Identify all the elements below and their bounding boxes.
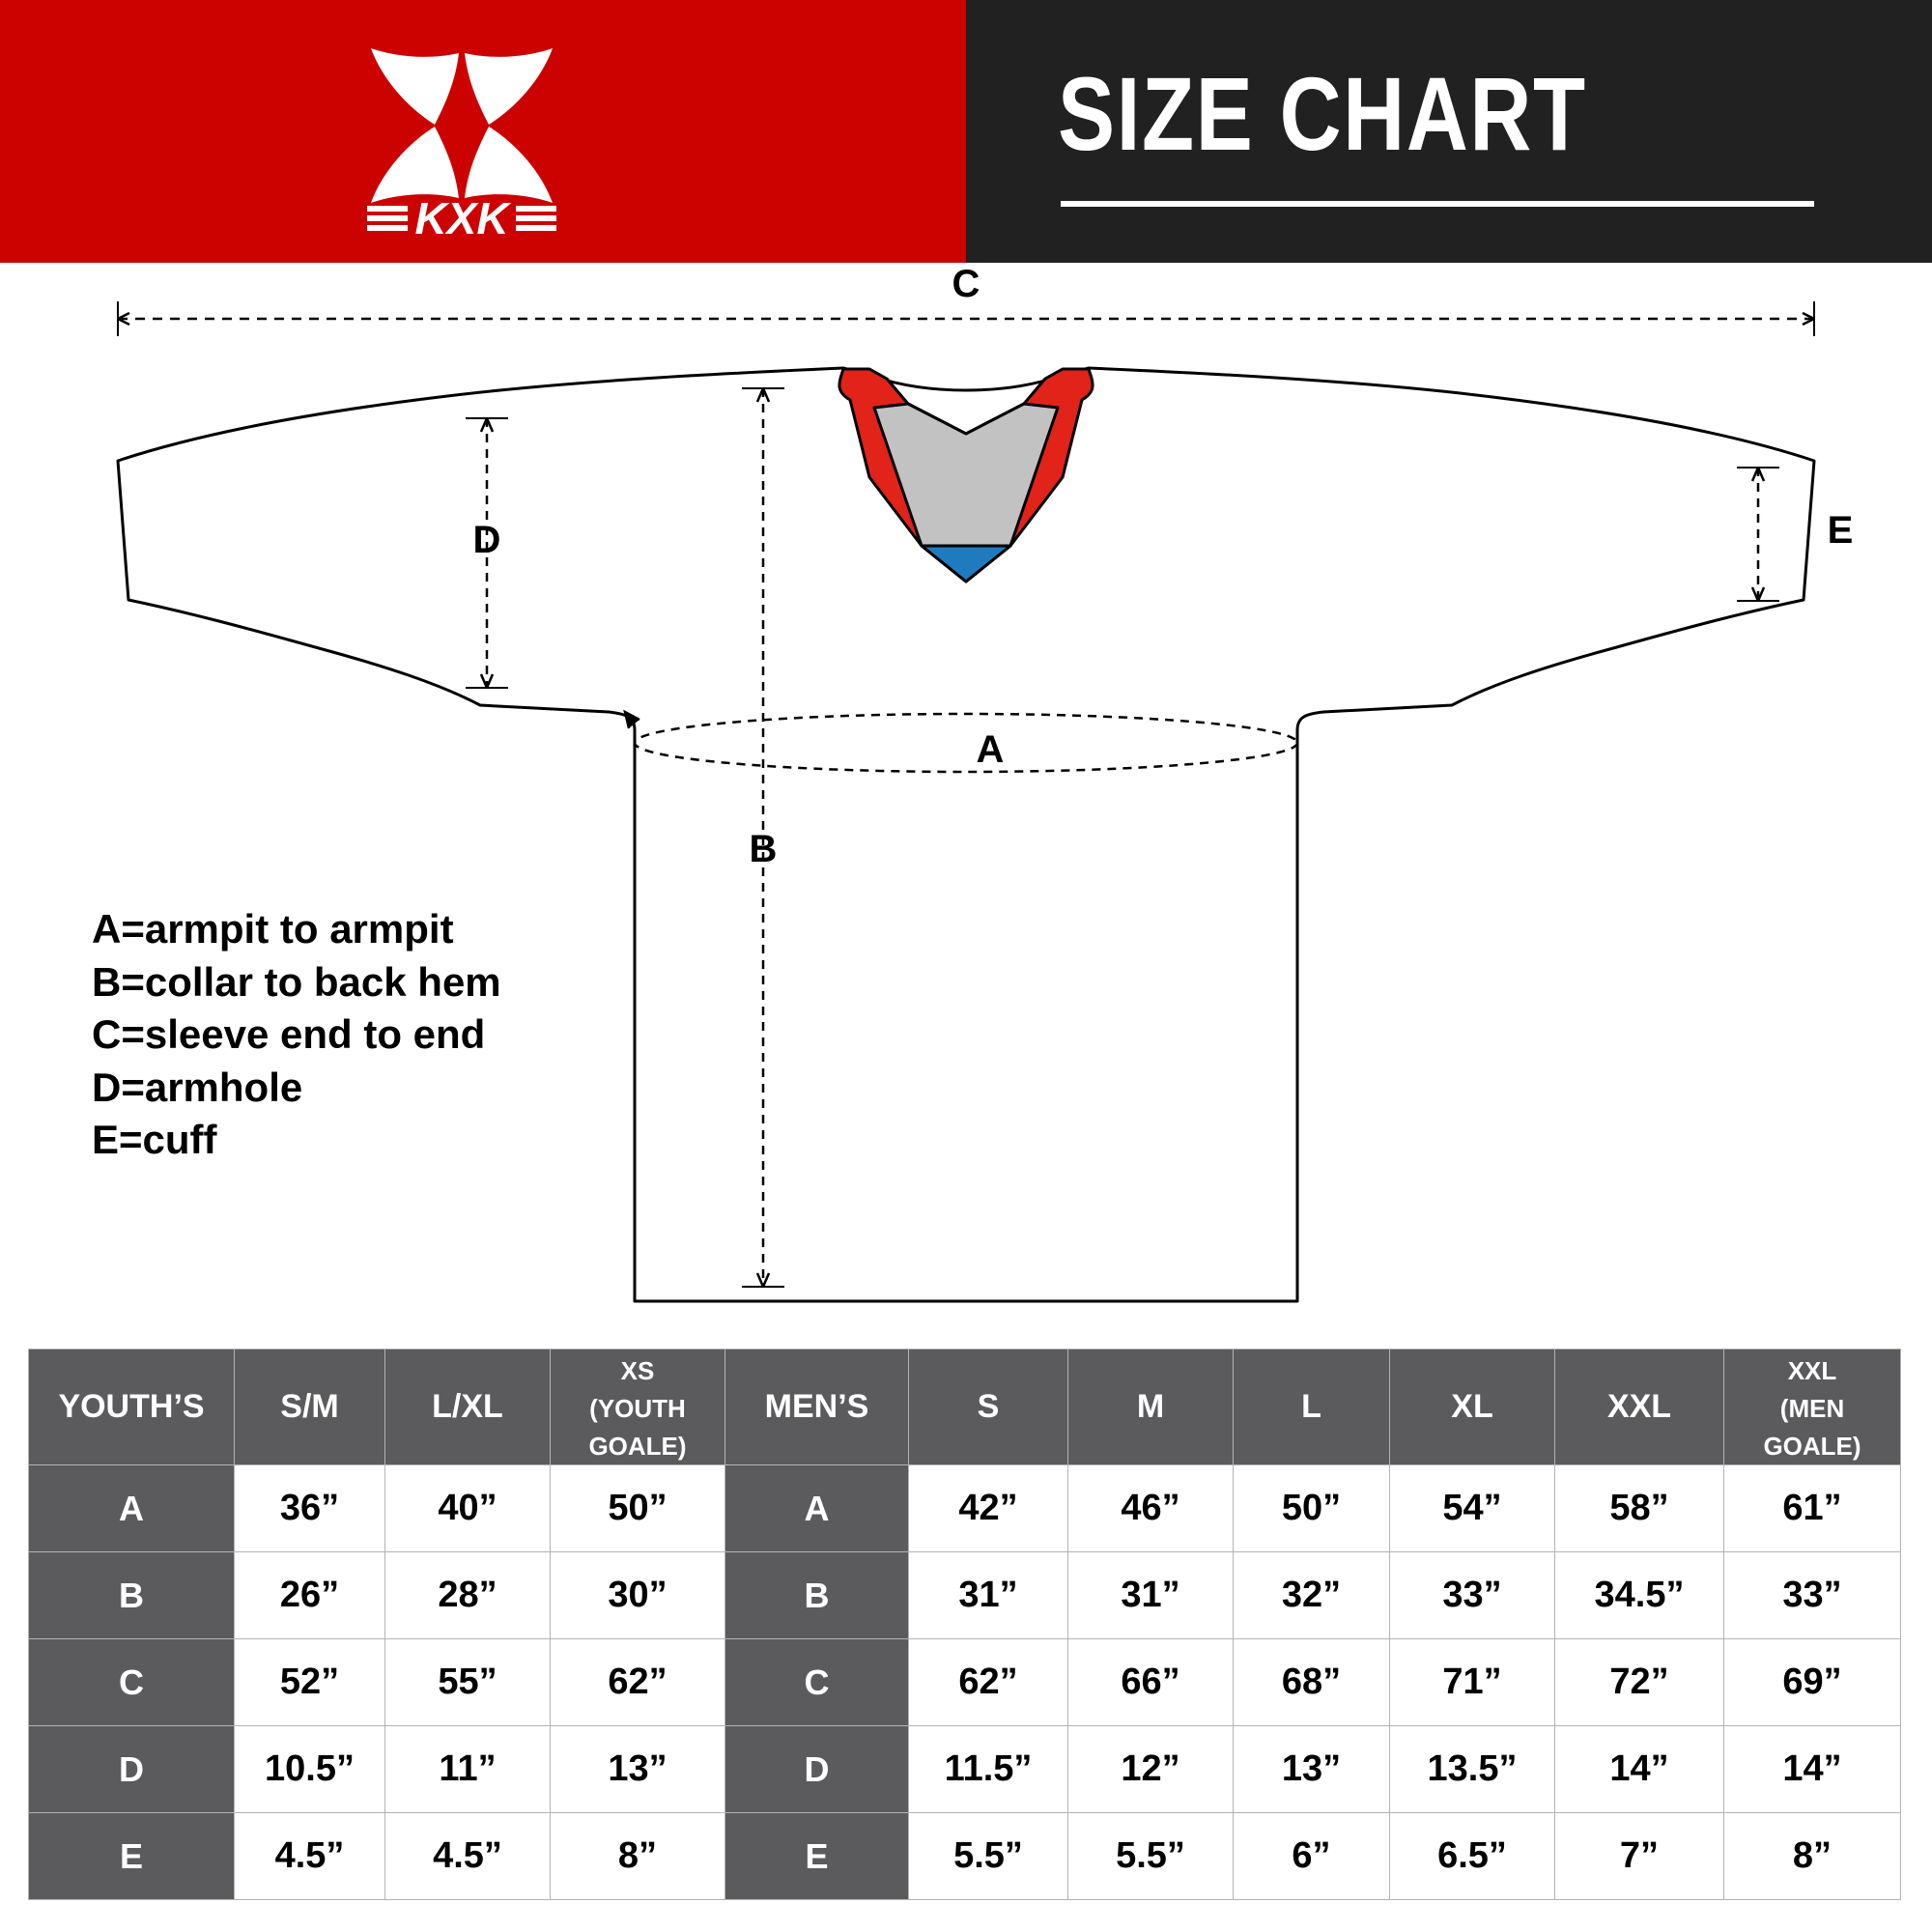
svg-text:KXK: KXK: [414, 193, 511, 242]
svg-text:B: B: [750, 828, 778, 870]
svg-text:C: C: [952, 263, 980, 305]
svg-text:E: E: [1828, 509, 1854, 552]
svg-text:D: D: [473, 519, 501, 561]
svg-text:A: A: [977, 728, 1005, 771]
